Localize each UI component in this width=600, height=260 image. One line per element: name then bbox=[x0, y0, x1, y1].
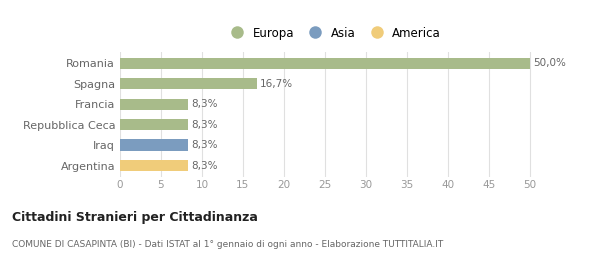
Text: Cittadini Stranieri per Cittadinanza: Cittadini Stranieri per Cittadinanza bbox=[12, 211, 258, 224]
Text: 8,3%: 8,3% bbox=[191, 160, 218, 171]
Bar bbox=[120, 160, 188, 171]
Bar bbox=[120, 58, 530, 69]
Bar bbox=[120, 119, 188, 130]
Bar bbox=[120, 139, 188, 151]
Bar bbox=[120, 99, 188, 110]
Text: 16,7%: 16,7% bbox=[260, 79, 293, 89]
Text: COMUNE DI CASAPINTA (BI) - Dati ISTAT al 1° gennaio di ogni anno - Elaborazione : COMUNE DI CASAPINTA (BI) - Dati ISTAT al… bbox=[12, 240, 443, 249]
Text: 8,3%: 8,3% bbox=[191, 99, 218, 109]
Legend: Europa, Asia, America: Europa, Asia, America bbox=[222, 23, 444, 43]
Bar bbox=[120, 78, 257, 89]
Text: 8,3%: 8,3% bbox=[191, 120, 218, 130]
Text: 50,0%: 50,0% bbox=[533, 58, 566, 68]
Text: 8,3%: 8,3% bbox=[191, 140, 218, 150]
